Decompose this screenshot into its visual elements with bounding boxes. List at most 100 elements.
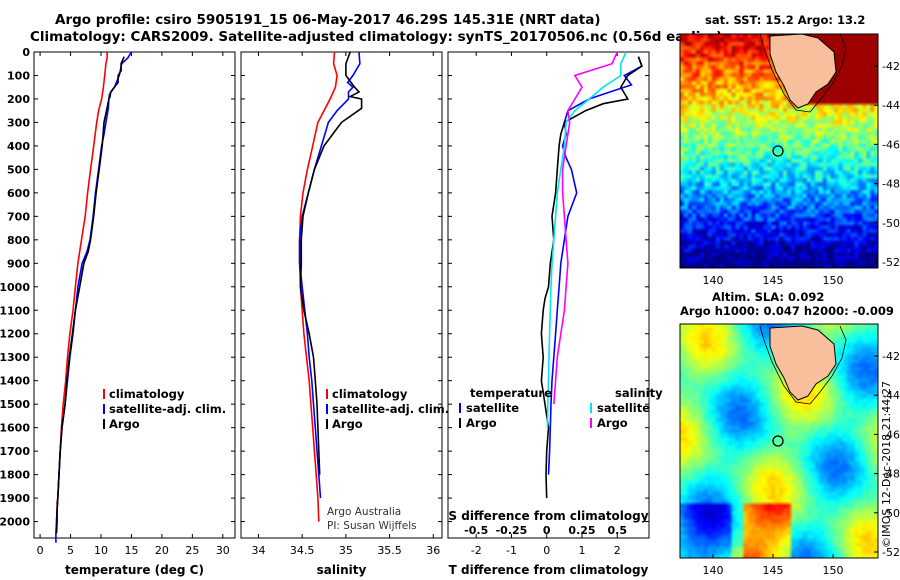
map-y-tick-label: -42 xyxy=(882,350,900,363)
map-y-tick-label: -52 xyxy=(882,546,900,559)
map-y-tick-label: -52 xyxy=(882,256,900,269)
y-tick-label: 700 xyxy=(7,210,30,223)
x-tick-label: 0 xyxy=(543,544,550,557)
legend-title: temperature xyxy=(470,386,552,400)
legend-label: satellite-adj. clim. xyxy=(109,402,226,416)
legend-label: Argo xyxy=(109,417,140,431)
series-line-climatology xyxy=(55,52,108,522)
temperature-panel: 0100200300400500600700800900100011001200… xyxy=(0,46,236,577)
header-line1: Argo profile: csiro 5905191_15 06-May-20… xyxy=(55,12,601,28)
map-y-tick-label: -48 xyxy=(882,178,900,191)
y-tick-label: 1000 xyxy=(0,281,30,294)
sla-map-title1: Altim. SLA: 0.092 xyxy=(712,290,825,304)
x-tick-label: 35 xyxy=(339,544,353,557)
x-tick-label: 34.5 xyxy=(290,544,315,557)
x-axis-label: temperature (deg C) xyxy=(65,563,204,577)
top-tick-label: -0.25 xyxy=(496,524,528,537)
x-tick-label: 34 xyxy=(251,544,265,557)
y-tick-label: 1300 xyxy=(0,351,30,364)
header-line2: Climatology: CARS2009. Satellite-adjuste… xyxy=(30,29,723,45)
y-tick-label: 1900 xyxy=(0,492,30,505)
legend-label: satellite xyxy=(466,401,519,415)
y-tick-label: 1800 xyxy=(0,469,30,482)
plot-frame xyxy=(33,51,236,539)
y-tick-label: 1700 xyxy=(0,445,30,458)
series-line-s-argo xyxy=(553,51,619,405)
argo-location-marker xyxy=(772,435,784,447)
top-tick-label: 0 xyxy=(543,524,551,537)
credit-text: Argo Australia xyxy=(327,506,402,518)
top-axis-label: S difference from climatology xyxy=(448,509,648,523)
plot-frame xyxy=(447,51,650,539)
y-tick-label: 400 xyxy=(7,140,30,153)
legend-label: satellite-adj. clim. xyxy=(332,402,449,416)
y-tick-label: 1200 xyxy=(0,328,30,341)
map-y-tick-label: -42 xyxy=(882,60,900,73)
y-tick-label: 600 xyxy=(7,187,30,200)
pi-text: PI: Susan Wijffels xyxy=(327,520,417,532)
map-x-tick-label: 140 xyxy=(703,564,724,577)
x-tick-label: 35.5 xyxy=(377,544,402,557)
map-x-tick-label: 150 xyxy=(823,564,844,577)
top-tick-label: 0.5 xyxy=(608,524,628,537)
sst-map xyxy=(679,33,879,269)
difference-panel: -2 -1 0 1 2 T difference from climatology -0.5… xyxy=(447,51,663,577)
y-tick-label: 1500 xyxy=(0,398,30,411)
y-tick-label: 100 xyxy=(7,69,30,82)
sla-map xyxy=(679,323,879,559)
map-x-tick-label: 150 xyxy=(823,274,844,287)
plot-frame xyxy=(240,51,443,539)
map-y-tick-label: -44 xyxy=(882,389,900,402)
x-tick-label: -2 xyxy=(471,544,482,557)
legend-label: Argo xyxy=(597,416,628,430)
salinity-panel: 34 34.5 35 35.5 36 salinity climatologysatelli… xyxy=(240,51,449,577)
y-tick-label: 1400 xyxy=(0,375,30,388)
map-x-tick-label: 145 xyxy=(763,274,784,287)
y-tick-label: 1600 xyxy=(0,422,30,435)
tasmania-shape xyxy=(769,325,837,401)
x-tick-label: 36 xyxy=(426,544,440,557)
legend-title: salinity xyxy=(615,386,663,400)
x-tick-label: 1 xyxy=(579,544,586,557)
series-line-argo xyxy=(299,51,363,475)
map-y-tick-label: -50 xyxy=(882,507,900,520)
map-y-tick-label: -44 xyxy=(882,99,900,112)
x-tick-label: 5 xyxy=(67,544,74,557)
map-x-tick-label: 145 xyxy=(763,564,784,577)
top-tick-label: 0.25 xyxy=(568,524,595,537)
map-y-tick-label: -46 xyxy=(882,428,900,441)
legend-label: Argo xyxy=(466,416,497,430)
x-tick-label: 20 xyxy=(155,544,169,557)
y-tick-label: 500 xyxy=(7,163,30,176)
map-y-tick-label: -48 xyxy=(882,468,900,481)
tasmania-shape xyxy=(769,33,837,109)
legend-label: Argo xyxy=(332,417,363,431)
series-line-satellite xyxy=(547,56,643,475)
series-line-s-satellite xyxy=(546,51,627,428)
series-line-satellite-adj.-clim. xyxy=(55,51,133,543)
x-tick-label: 25 xyxy=(185,544,199,557)
y-tick-label: 900 xyxy=(7,257,30,270)
y-tick-label: 0 xyxy=(22,46,30,59)
y-tick-label: 200 xyxy=(7,93,30,106)
x-axis-label: salinity xyxy=(317,563,367,577)
shelf-contour xyxy=(759,325,847,405)
y-tick-label: 1100 xyxy=(0,304,30,317)
x-tick-label: 15 xyxy=(124,544,138,557)
y-tick-label: 300 xyxy=(7,116,30,129)
x-tick-label: 30 xyxy=(216,544,230,557)
imos-stamp: ©IMOS 12-Dec-2018 21:44:27 xyxy=(880,381,893,548)
argo-location-marker xyxy=(772,145,784,157)
map-x-tick-label: 140 xyxy=(703,274,724,287)
y-tick-label: 2000 xyxy=(0,516,30,529)
series-line-argo xyxy=(540,56,643,499)
legend-label: climatology xyxy=(109,387,185,401)
map-y-tick-label: -46 xyxy=(882,138,900,151)
y-tick-label: 800 xyxy=(7,234,30,247)
sla-map-title2: Argo h1000: 0.047 h2000: -0.009 xyxy=(680,304,894,318)
shelf-contour xyxy=(759,33,847,113)
series-line-argo xyxy=(55,56,125,534)
x-tick-label: -1 xyxy=(506,544,517,557)
x-tick-label: 0 xyxy=(37,544,44,557)
top-tick-label: -0.5 xyxy=(464,524,488,537)
